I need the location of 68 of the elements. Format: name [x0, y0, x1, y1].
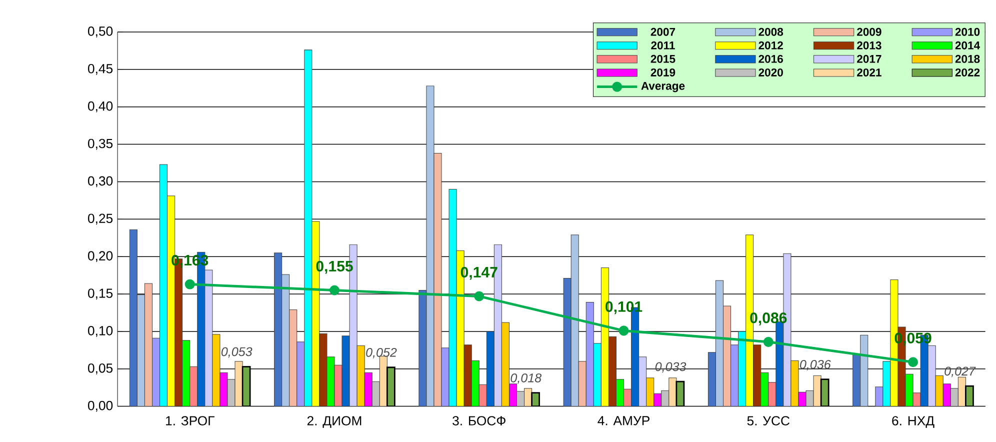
y-tick-label: 0,10 [88, 326, 113, 337]
bar [274, 252, 282, 406]
point [618, 326, 629, 336]
legend-label: 2012 [758, 41, 783, 50]
legend-label: 2018 [955, 54, 980, 63]
x-tick-label: 4. АМУР [598, 416, 650, 426]
legend-label: 2017 [857, 54, 882, 63]
y-tick-label: 0,35 [88, 138, 113, 150]
y-tick-label: 0,45 [88, 64, 113, 75]
legend-label: 2007 [650, 28, 676, 36]
bar [364, 372, 372, 406]
bar [190, 366, 198, 406]
bar [152, 338, 160, 406]
point [474, 291, 484, 302]
point [908, 357, 918, 368]
bar [586, 302, 594, 406]
data-label: 0,027 [944, 366, 976, 378]
data-label: 0,163 [172, 254, 208, 268]
bar [501, 322, 510, 406]
bar [875, 386, 884, 406]
x-tick-label: 2. ДИОМ [307, 416, 362, 428]
x-tick-label: 6. НХД [892, 416, 934, 428]
legend-label: 2014 [955, 41, 980, 50]
bar [296, 342, 305, 406]
bar [942, 384, 951, 406]
legend-label: 2009 [857, 28, 882, 36]
y-tick-label: 0,25 [88, 214, 113, 225]
y-tick-label: 0,00 [88, 400, 113, 412]
data-label: 0,059 [894, 332, 932, 346]
data-label: 0,052 [366, 348, 397, 358]
legend-label: Average [641, 82, 685, 92]
bar [646, 378, 654, 406]
point [329, 285, 340, 296]
point [763, 336, 774, 347]
bar [730, 344, 739, 406]
legend-label: 2022 [955, 68, 980, 76]
data-label: 0,036 [800, 360, 831, 370]
legend-label: 2021 [857, 68, 882, 76]
x-tick-label: 3. БОСФ [452, 416, 506, 426]
y-tick-label: 0,50 [88, 26, 113, 38]
legend-label: 2016 [758, 54, 783, 63]
bar [508, 384, 517, 406]
bar [708, 352, 716, 406]
legend-label: 2020 [758, 68, 783, 76]
data-label: 0,018 [510, 373, 542, 384]
x-tick-label: 1. ЗРОГ [166, 416, 214, 426]
bar [768, 382, 776, 406]
bar [563, 278, 572, 406]
bar [478, 384, 487, 406]
y-tick-label: 0,30 [88, 176, 113, 188]
legend-label: 2010 [955, 28, 980, 36]
legend-label: 2013 [857, 41, 882, 50]
bar [935, 375, 944, 406]
bar [852, 354, 861, 406]
data-label: 0,053 [221, 347, 252, 358]
point [184, 279, 195, 290]
x-tick-label: 5. УСС [747, 416, 790, 426]
legend-label: 2019 [650, 68, 676, 76]
legend-label: 2011 [651, 41, 675, 50]
y-tick-label: 0,05 [88, 363, 113, 374]
bar [129, 229, 138, 406]
y-tick-label: 0,15 [88, 288, 113, 300]
y-tick-label: 0,20 [88, 251, 113, 262]
bar [860, 334, 868, 406]
legend-label: 2015 [650, 54, 676, 63]
legend-label: 2008 [758, 28, 784, 36]
bar [356, 345, 365, 406]
y-tick-label: 0,40 [88, 101, 113, 112]
